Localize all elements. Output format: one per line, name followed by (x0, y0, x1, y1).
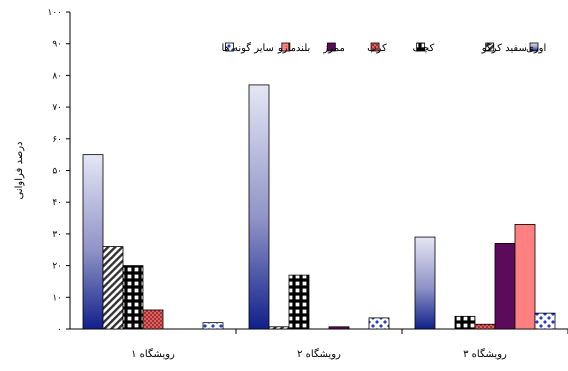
bar-4-group-3 (474, 323, 496, 330)
legend-swatch (281, 42, 291, 52)
legend-swatch (485, 42, 495, 52)
legend-label: کرب (367, 43, 387, 54)
x-tick-label: رویشگاه ۱ (131, 348, 175, 360)
legend-label: بلندمازو (277, 43, 310, 54)
bar-1-group-1 (82, 154, 104, 330)
bar-6-group-3 (514, 223, 536, 330)
legend-label: کچف (413, 43, 435, 54)
y-tick-label: ۷۰ (52, 103, 62, 113)
legend-label: سفید کرکو (481, 43, 527, 54)
bar-7-group-3 (534, 312, 556, 330)
y-tick-label: ۶۰ (52, 135, 62, 145)
y-tick-label: ۱۰۰ (47, 8, 62, 18)
legend-swatch (370, 42, 380, 52)
y-tick-label: ۰ (57, 325, 62, 335)
bar-3-group-3 (454, 315, 476, 330)
legend-swatch (416, 42, 426, 52)
legend-swatch (326, 42, 336, 52)
bar-1-group-2 (248, 84, 270, 330)
y-tick-label: ۲۰ (52, 262, 62, 272)
bar-3-group-2 (288, 274, 310, 330)
legend-label: سایر گونه ها (221, 42, 273, 54)
bar-7-group-1 (202, 322, 224, 330)
bar-5-group-2 (328, 326, 350, 330)
legend-swatch (529, 42, 539, 52)
y-tick-label: ۸۰ (52, 71, 62, 81)
y-tick-label: ۳۰ (52, 230, 62, 240)
bar-1-group-3 (414, 236, 436, 330)
legend-label: اوری (526, 43, 546, 54)
legend-label: ممرز (322, 43, 344, 54)
x-tick-label: رویشگاه ۲ (297, 348, 341, 360)
bar-5-group-3 (494, 243, 516, 330)
y-tick-label: ۴۰ (52, 198, 62, 208)
bar-3-group-1 (122, 265, 144, 330)
legend-swatch (225, 42, 234, 52)
bar-7-group-2 (368, 317, 390, 330)
y-axis-title: درصد فراوانی (14, 141, 25, 199)
y-tick-label: ۱۰ (52, 293, 62, 303)
bar-4-group-1 (142, 309, 164, 330)
bars (82, 84, 556, 330)
y-tick-label: ۹۰ (52, 40, 62, 50)
y-tick-label: ۵۰ (52, 167, 62, 177)
bar-2-group-2 (268, 326, 290, 330)
bar-2-group-1 (102, 246, 124, 330)
x-tick-label: رویشگاه ۳ (463, 348, 507, 360)
